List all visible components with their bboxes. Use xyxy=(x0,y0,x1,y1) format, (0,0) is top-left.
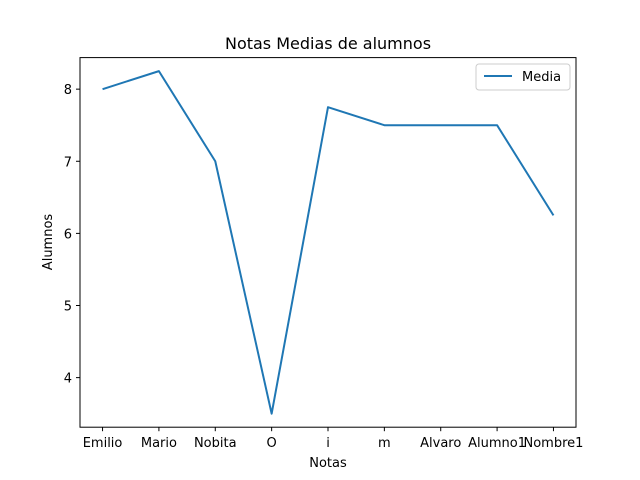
x-tick-label: i xyxy=(326,436,330,451)
y-axis-label: Alumnos xyxy=(41,214,56,271)
y-tick-label: 4 xyxy=(64,372,72,387)
x-tick-label: O xyxy=(267,436,277,451)
legend-label-media: Media xyxy=(522,70,561,85)
x-tick-label: m xyxy=(378,436,391,451)
y-tick-label: 7 xyxy=(64,155,72,170)
y-tick-label: 5 xyxy=(64,300,72,315)
series-line-media xyxy=(102,70,555,415)
legend: Media xyxy=(475,63,571,91)
legend-box xyxy=(475,63,571,91)
chart-title: Notas Medias de alumnos xyxy=(225,34,431,53)
x-tick-label: Alvaro xyxy=(420,436,461,451)
plot-area xyxy=(102,70,555,415)
x-tick-label: Alumno1 xyxy=(468,436,526,451)
x-tick-label: Mario xyxy=(141,436,177,451)
x-axis-label: Notas xyxy=(309,456,347,471)
y-tick-label: 8 xyxy=(64,83,72,98)
x-tick-label: Nombre1 xyxy=(523,436,583,451)
x-tick-label: Nobita xyxy=(194,436,237,451)
x-tick-label: Emilio xyxy=(83,436,123,451)
y-tick-label: 6 xyxy=(64,227,72,242)
axes-frame xyxy=(79,57,577,428)
y-axis-ticks: 4 5 6 7 8 xyxy=(64,83,80,387)
